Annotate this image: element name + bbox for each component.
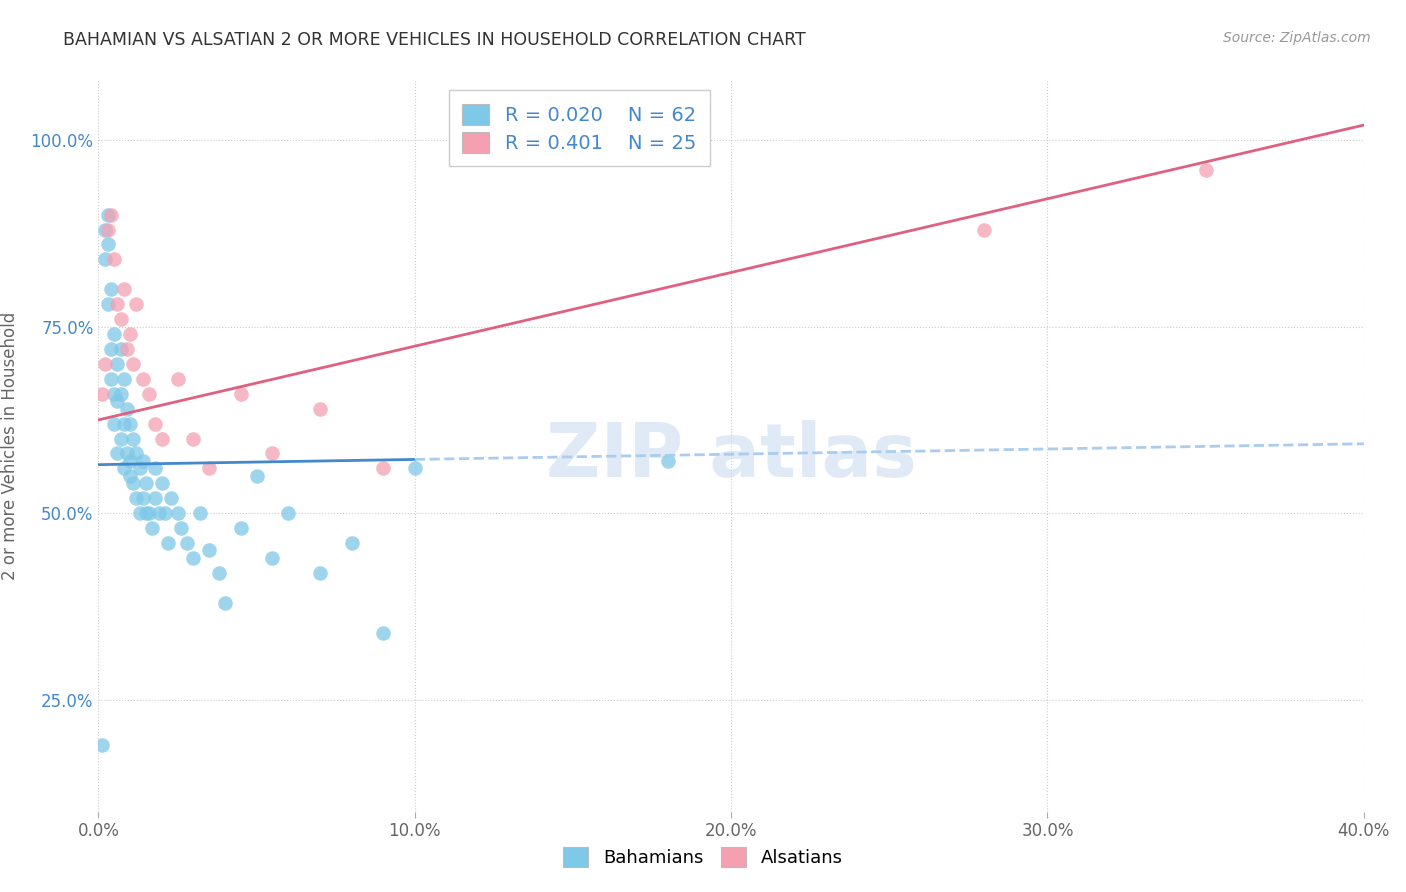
Point — [103, 326, 125, 341]
Point — [107, 394, 129, 409]
Point — [135, 506, 157, 520]
Point — [120, 417, 141, 431]
Text: ZIP atlas: ZIP atlas — [546, 420, 917, 493]
Point — [145, 461, 166, 475]
Point — [110, 342, 132, 356]
Point — [93, 357, 117, 371]
Point — [198, 543, 221, 558]
Point — [112, 461, 135, 475]
Point — [153, 506, 176, 520]
Point — [115, 446, 138, 460]
Point — [169, 521, 191, 535]
Point — [166, 372, 188, 386]
Point — [97, 222, 120, 236]
Point — [1194, 162, 1216, 177]
Point — [132, 454, 155, 468]
Point — [262, 551, 284, 566]
Point — [107, 297, 129, 311]
Point — [112, 372, 135, 386]
Point — [97, 237, 120, 252]
Point — [97, 297, 120, 311]
Point — [110, 432, 132, 446]
Point — [138, 386, 160, 401]
Point — [229, 521, 252, 535]
Point — [132, 372, 155, 386]
Point — [145, 417, 166, 431]
Legend: Bahamians, Alsatians: Bahamians, Alsatians — [555, 839, 851, 874]
Point — [208, 566, 231, 580]
Point — [229, 386, 252, 401]
Point — [125, 446, 148, 460]
Point — [404, 461, 426, 475]
Point — [122, 432, 145, 446]
Point — [120, 454, 141, 468]
Point — [188, 506, 211, 520]
Point — [100, 208, 122, 222]
Point — [973, 222, 995, 236]
Point — [183, 551, 205, 566]
Point — [115, 342, 138, 356]
Point — [371, 461, 394, 475]
Point — [93, 252, 117, 267]
Point — [214, 596, 236, 610]
Point — [100, 282, 122, 296]
Point — [128, 506, 150, 520]
Point — [90, 738, 112, 752]
Point — [132, 491, 155, 506]
Y-axis label: 2 or more Vehicles in Household: 2 or more Vehicles in Household — [1, 312, 20, 580]
Point — [176, 536, 198, 550]
Point — [160, 491, 183, 506]
Point — [340, 536, 363, 550]
Point — [371, 625, 394, 640]
Point — [135, 476, 157, 491]
Point — [198, 461, 221, 475]
Point — [309, 401, 332, 416]
Point — [112, 282, 135, 296]
Point — [97, 208, 120, 222]
Point — [157, 536, 180, 550]
Point — [262, 446, 284, 460]
Point — [277, 506, 299, 520]
Point — [309, 566, 332, 580]
Point — [120, 326, 141, 341]
Point — [110, 312, 132, 326]
Point — [128, 461, 150, 475]
Point — [125, 491, 148, 506]
Point — [141, 521, 163, 535]
Legend: R = 0.020    N = 62, R = 0.401    N = 25: R = 0.020 N = 62, R = 0.401 N = 25 — [449, 90, 710, 167]
Point — [148, 506, 170, 520]
Point — [183, 432, 205, 446]
Point — [150, 476, 173, 491]
Point — [107, 357, 129, 371]
Point — [657, 454, 679, 468]
Point — [103, 417, 125, 431]
Point — [122, 476, 145, 491]
Text: BAHAMIAN VS ALSATIAN 2 OR MORE VEHICLES IN HOUSEHOLD CORRELATION CHART: BAHAMIAN VS ALSATIAN 2 OR MORE VEHICLES … — [63, 31, 806, 49]
Point — [138, 506, 160, 520]
Point — [115, 401, 138, 416]
Point — [166, 506, 188, 520]
Point — [246, 468, 269, 483]
Point — [93, 222, 117, 236]
Text: Source: ZipAtlas.com: Source: ZipAtlas.com — [1223, 31, 1371, 45]
Point — [100, 342, 122, 356]
Point — [100, 372, 122, 386]
Point — [150, 432, 173, 446]
Point — [103, 252, 125, 267]
Point — [110, 386, 132, 401]
Point — [125, 297, 148, 311]
Point — [112, 417, 135, 431]
Point — [90, 386, 112, 401]
Point — [145, 491, 166, 506]
Point — [120, 468, 141, 483]
Point — [107, 446, 129, 460]
Point — [103, 386, 125, 401]
Point — [122, 357, 145, 371]
